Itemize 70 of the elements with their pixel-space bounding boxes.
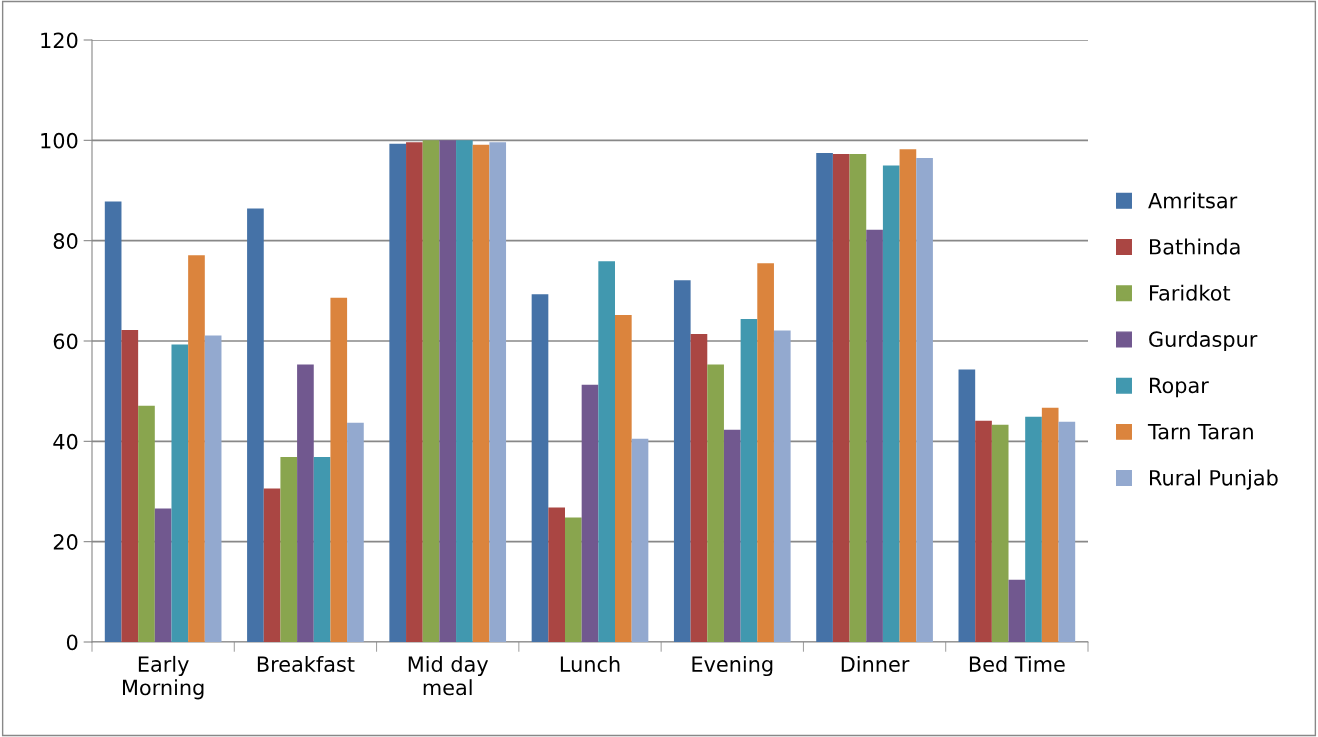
y-tick-label: 0 xyxy=(66,634,78,651)
bar xyxy=(472,144,490,642)
bar xyxy=(916,157,933,642)
bar xyxy=(121,329,139,642)
bar xyxy=(247,208,264,642)
bar xyxy=(489,142,507,642)
y-tick-label: 100 xyxy=(41,132,78,149)
bar xyxy=(615,314,632,642)
x-tick-label: Lunch xyxy=(560,655,620,673)
bar xyxy=(757,263,774,642)
bar xyxy=(816,152,833,642)
bar xyxy=(347,422,364,642)
bar xyxy=(297,364,314,642)
bar xyxy=(313,456,331,642)
bar xyxy=(456,140,473,642)
bar xyxy=(188,255,205,642)
bar xyxy=(548,507,565,642)
bar xyxy=(631,438,649,642)
y-tick-label: 80 xyxy=(53,233,78,249)
bar xyxy=(1025,416,1042,642)
legend-label: Bathinda xyxy=(1150,238,1240,255)
bar xyxy=(832,153,850,642)
legend-label: Tarn Taran xyxy=(1147,423,1253,440)
bar xyxy=(1041,407,1059,642)
x-tick-label: Breakfast xyxy=(257,655,355,673)
x-tick-label: Evening xyxy=(692,655,773,677)
bar xyxy=(263,488,281,642)
x-tick-label: Early Morning xyxy=(123,655,204,700)
legend-label: Gurdaspur xyxy=(1149,330,1258,352)
bar xyxy=(138,405,155,642)
bar xyxy=(1058,421,1076,642)
bar xyxy=(422,140,440,642)
x-tick-label: Dinner xyxy=(841,655,910,673)
bar xyxy=(581,384,599,642)
bar xyxy=(958,369,976,642)
y-tick-label: 60 xyxy=(53,333,78,350)
bar xyxy=(154,508,172,642)
x-tick-label: Bed Time xyxy=(969,655,1065,673)
bar xyxy=(565,517,582,642)
y-tick-label: 120 xyxy=(41,32,78,49)
bar xyxy=(849,153,867,642)
y-tick-label: 20 xyxy=(53,534,78,550)
legend-label: Faridkot xyxy=(1150,284,1231,301)
bar xyxy=(204,335,222,642)
bar xyxy=(598,261,615,642)
bar xyxy=(531,294,549,642)
bar xyxy=(882,165,900,642)
bar xyxy=(991,424,1009,642)
bar xyxy=(723,429,741,642)
bar xyxy=(439,140,457,642)
bar xyxy=(1008,579,1026,642)
bar xyxy=(866,229,883,642)
bar xyxy=(389,143,407,642)
legend-label: Ropar xyxy=(1150,377,1209,398)
legend-label: Amritsar xyxy=(1148,192,1238,209)
y-tick-label: 40 xyxy=(53,433,78,450)
bar xyxy=(280,456,298,642)
legend-label: Rural Punjab xyxy=(1150,469,1278,490)
x-tick-label: Mid day meal xyxy=(408,655,489,696)
bar xyxy=(975,420,992,642)
bar xyxy=(707,364,724,642)
bar xyxy=(171,344,189,642)
bar xyxy=(773,330,791,642)
bar xyxy=(690,333,708,642)
bar xyxy=(673,280,691,642)
bar xyxy=(104,201,122,642)
bar xyxy=(406,142,423,642)
bar xyxy=(899,149,917,642)
bar xyxy=(330,297,348,642)
bar xyxy=(740,318,758,642)
